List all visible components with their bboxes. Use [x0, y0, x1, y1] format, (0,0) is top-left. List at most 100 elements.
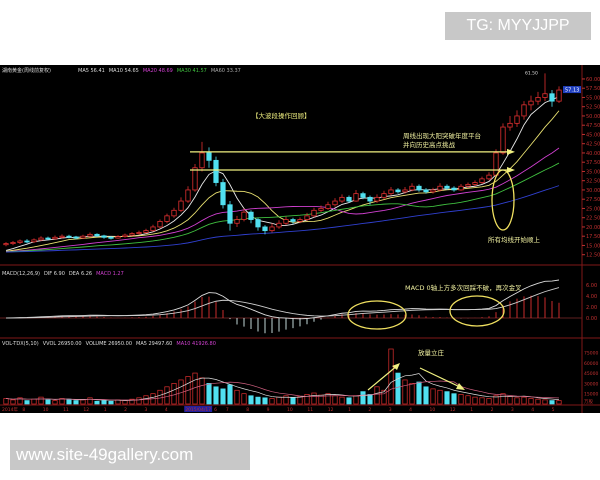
candle-body — [199, 152, 205, 169]
volume-ma5-line — [5, 373, 560, 402]
candle-body — [325, 204, 331, 209]
candle — [101, 234, 107, 239]
volume-bar — [381, 389, 387, 405]
volume-bar — [451, 393, 457, 405]
candle — [164, 213, 170, 224]
candle-body — [171, 209, 177, 217]
candle — [136, 230, 142, 235]
volume-arrow-down-head — [456, 383, 465, 390]
volume-bar — [10, 399, 16, 405]
candle-body — [17, 240, 23, 243]
ma30-label: MA30 41.57 — [177, 68, 207, 74]
candle — [248, 210, 254, 224]
vol-name: VOL-TDX(5,10) — [2, 341, 39, 347]
volume-bar — [241, 393, 247, 405]
volume-bar — [199, 377, 205, 405]
candle — [297, 217, 303, 224]
price-header: 湖南黄金(周线前复权) MA5 56.41 MA10 54.65 MA20 48… — [2, 67, 241, 74]
candle-body — [115, 236, 121, 239]
candle — [451, 186, 457, 192]
macd-value: MACD 1.27 — [96, 271, 124, 277]
candle — [171, 207, 177, 218]
candle-body — [514, 115, 520, 124]
volume-bar — [87, 397, 93, 405]
candle — [80, 234, 86, 239]
volume-bar — [542, 399, 548, 405]
macd-name: MACD(12,26,9) — [2, 271, 40, 277]
vol-ma10: MA10 41926.80 — [176, 341, 216, 347]
candle-body — [479, 178, 485, 183]
candle — [507, 115, 513, 131]
candle-body — [220, 182, 226, 206]
candle-body — [283, 219, 289, 224]
volume-note: 放量立庄 — [418, 348, 445, 357]
price-tick-label: 40.00 — [586, 151, 600, 157]
candle — [150, 224, 156, 232]
price-tick-label: 22.50 — [586, 216, 600, 222]
candle-body — [248, 211, 254, 220]
breakout-level-arrow — [507, 166, 515, 173]
ma10-line — [5, 110, 560, 252]
volume-bar — [122, 400, 128, 405]
candle-body — [185, 189, 191, 202]
candle-body — [234, 219, 240, 224]
x-axis-label: 2 — [124, 407, 127, 413]
candle — [122, 233, 128, 238]
price-tick-label: 42.50 — [586, 142, 600, 148]
last-price-box — [563, 86, 581, 94]
candle — [52, 235, 58, 240]
ma-up-note: 所有均线开始顺上 — [488, 235, 541, 244]
price-tick-label: 15.00 — [586, 243, 600, 249]
breakout-note-line2: 并向历史高点挑战 — [403, 140, 456, 149]
candle — [115, 235, 121, 239]
volume-bar — [507, 396, 513, 405]
x-axis-label: 3 — [389, 407, 392, 413]
candle-body — [367, 196, 373, 202]
candle — [220, 178, 226, 209]
x-axis-label: 5 — [552, 407, 555, 413]
candle-body — [227, 204, 233, 224]
ma20-line — [5, 147, 560, 253]
price-tick-label: 47.50 — [586, 123, 600, 129]
price-tick-label: 12.50 — [586, 253, 600, 259]
watermark-bottom: www.site-49gallery.com — [10, 440, 250, 470]
volume-bar — [332, 395, 338, 405]
price-title: 湖南黄金(周线前复权) — [2, 67, 51, 74]
volume-tick-label: 75000 — [584, 350, 598, 356]
candle-body — [374, 196, 380, 202]
candle-body — [66, 235, 72, 238]
x-axis-label: 10 — [287, 407, 293, 413]
macd-header: MACD(12,26,9) DIF 6.90 DEA 6.26 MACD 1.2… — [2, 271, 124, 277]
volume-bar — [304, 394, 310, 405]
volume-arrow-up-head — [392, 363, 400, 370]
candle-body — [395, 189, 401, 193]
candle — [227, 201, 233, 231]
candle — [458, 184, 464, 191]
candle-body — [94, 233, 100, 237]
macd-highlight-ellipse-1 — [347, 300, 407, 330]
candle-body — [339, 196, 345, 202]
volume-bar — [38, 396, 44, 405]
price-tick-label: 60.00 — [586, 77, 600, 83]
candle-body — [255, 219, 261, 228]
volume-bar — [444, 391, 450, 405]
candle — [444, 184, 450, 190]
volume-bar — [94, 400, 100, 405]
volume-bar — [479, 397, 485, 405]
x-axis-date-highlight — [184, 406, 213, 412]
volume-tick-label: 60000 — [584, 361, 598, 367]
x-axis-label: 8 — [246, 407, 249, 413]
candle-body — [269, 226, 275, 232]
candle-body — [206, 152, 212, 161]
candle — [388, 186, 394, 196]
last-price-label: 57.13 — [565, 88, 579, 94]
volume-bar — [465, 395, 471, 405]
volume-bar — [493, 395, 499, 405]
volume-bar — [514, 397, 520, 405]
candle-body — [304, 215, 310, 220]
x-axis-label: 11 — [307, 407, 313, 413]
x-axis-label: 4 — [409, 407, 412, 413]
volume-bar — [311, 392, 317, 405]
candle — [304, 212, 310, 222]
volume-bar — [556, 400, 562, 405]
